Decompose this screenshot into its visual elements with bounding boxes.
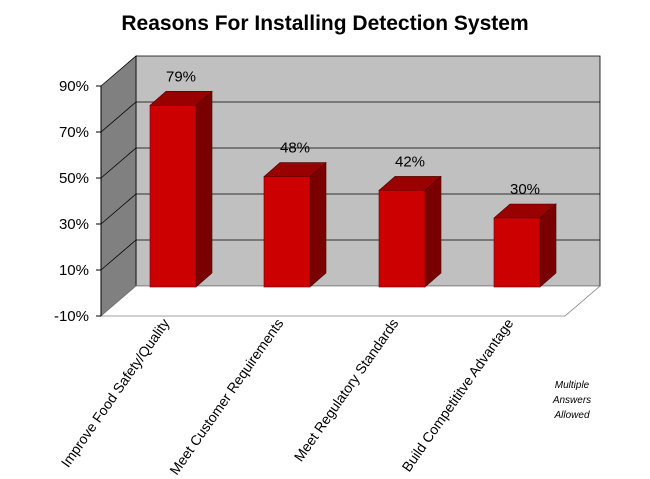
y-tick-label: 90% [59,78,89,95]
bar-side [424,175,442,288]
y-tick-label: 50% [59,170,89,187]
bar [149,105,197,288]
bar [378,190,426,288]
x-category-label: Meet Customer Requirements [166,316,286,478]
bar-side [195,90,213,288]
gridline-side [100,193,137,225]
data-label: 48% [280,140,310,157]
y-tick-label: 30% [59,216,89,233]
gridline-side [100,147,137,179]
gridline-side [100,239,137,271]
annotation-line-2: Answers [552,395,591,406]
annotation-line-1: Multiple [555,380,590,391]
x-category-label: Improve Food Safety/Quality [58,316,173,471]
data-label: 30% [510,181,540,198]
chart-title: Reasons For Installing Detection System [121,12,528,35]
x-category-label: Build Competititve Advantage [398,315,516,474]
plot-area: -10% 10% 30% 50% 70% 90% 79% Improve Food Safet… [54,55,602,478]
y-tick-label: -10% [54,308,89,325]
bar [263,176,311,288]
data-label: 42% [395,153,425,170]
x-category-label: Meet Regulatory Standards [291,316,402,465]
bar [493,217,541,288]
data-label: 79% [166,68,196,85]
bar-side [539,203,557,288]
floor [99,285,602,317]
bar-side [309,161,327,288]
y-tick-label: 70% [59,124,89,141]
gridline-side [100,101,137,133]
side-wall [100,55,137,317]
y-tick-label: 10% [59,262,89,279]
annotation-line-3: Allowed [553,410,589,421]
